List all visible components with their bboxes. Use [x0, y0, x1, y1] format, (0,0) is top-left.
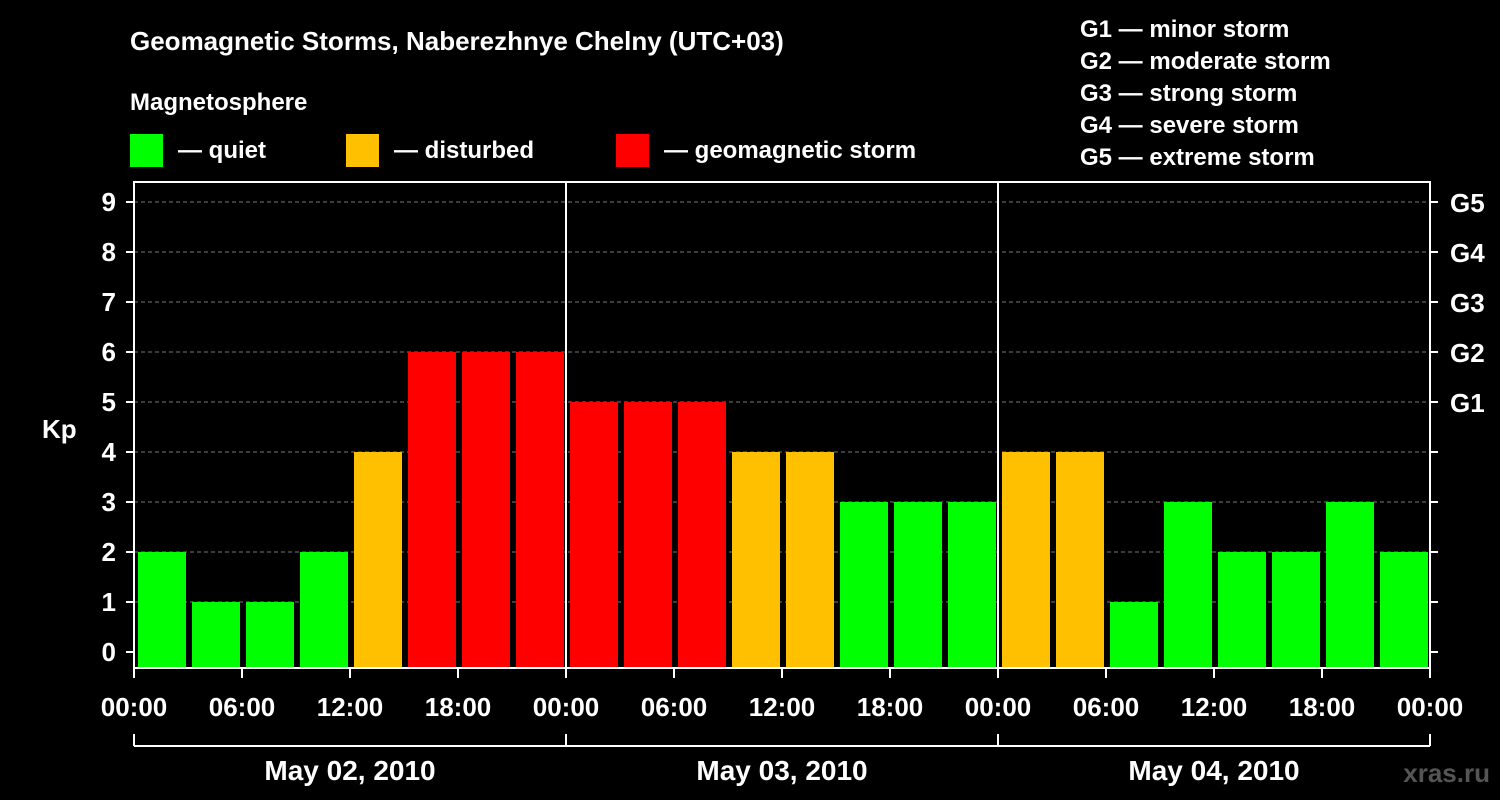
bar-17 — [1056, 452, 1104, 668]
legend-swatch-2 — [616, 134, 649, 167]
bar-2 — [246, 602, 294, 668]
legend: — quiet — disturbed — geomagnetic storm — [130, 134, 916, 167]
g-scale-label: G5 — [1450, 188, 1485, 218]
y-tick-label: 0 — [102, 637, 116, 667]
legend-label-1: — disturbed — [394, 137, 534, 164]
bar-5 — [408, 352, 456, 668]
bar-19 — [1164, 502, 1212, 668]
bar-22 — [1326, 502, 1374, 668]
day-label-0: May 02, 2010 — [264, 755, 435, 786]
storm-scale-item-4: G4 — severe storm — [1080, 112, 1299, 139]
g-scale-label: G2 — [1450, 338, 1485, 368]
bar-9 — [624, 402, 672, 668]
y-tick-label: 8 — [102, 237, 116, 267]
bar-15 — [948, 502, 996, 668]
storm-scale-item-1: G1 — minor storm — [1080, 16, 1289, 43]
watermark: xras.ru — [1403, 758, 1490, 788]
x-tick-label: 12:00 — [749, 692, 816, 722]
y-tick-label: 4 — [102, 437, 117, 467]
bar-0 — [138, 552, 186, 668]
x-tick-label: 00:00 — [101, 692, 168, 722]
x-tick-label: 00:00 — [965, 692, 1032, 722]
bar-20 — [1218, 552, 1266, 668]
bar-13 — [840, 502, 888, 668]
bar-11 — [732, 452, 780, 668]
day-label-1: May 03, 2010 — [696, 755, 867, 786]
y-tick-label: 1 — [102, 587, 116, 617]
chart-title: Geomagnetic Storms, Naberezhnye Chelny (… — [130, 26, 784, 56]
bar-6 — [462, 352, 510, 668]
bar-14 — [894, 502, 942, 668]
bar-1 — [192, 602, 240, 668]
y-tick-label: 2 — [102, 537, 116, 567]
bar-21 — [1272, 552, 1320, 668]
legend-label-2: — geomagnetic storm — [664, 137, 916, 164]
bar-12 — [786, 452, 834, 668]
legend-swatch-1 — [346, 134, 379, 167]
x-tick-label: 12:00 — [1181, 692, 1248, 722]
x-tick-label: 00:00 — [533, 692, 600, 722]
y-tick-label: 5 — [102, 387, 116, 417]
y-axis-label: Kp — [42, 414, 77, 444]
g-scale-label: G1 — [1450, 388, 1485, 418]
storm-scale-item-5: G5 — extreme storm — [1080, 144, 1315, 171]
x-tick-label: 06:00 — [209, 692, 276, 722]
x-tick-label: 18:00 — [1289, 692, 1356, 722]
y-tick-label: 7 — [102, 287, 116, 317]
legend-label-0: — quiet — [178, 137, 266, 164]
plot-area: 0 1 2 3 4 5 6 7 8 9 G1 G2 G3 G4 G5 00:00 06:00 12:00 18:00… — [101, 181, 1485, 786]
x-tick-label: 18:00 — [857, 692, 924, 722]
y-tick-label: 3 — [102, 487, 116, 517]
x-tick-label: 18:00 — [425, 692, 492, 722]
day-label-2: May 04, 2010 — [1128, 755, 1299, 786]
bar-4 — [354, 452, 402, 668]
y-tick-label: 6 — [102, 337, 116, 367]
bar-8 — [570, 402, 618, 668]
x-tick-label: 06:00 — [641, 692, 708, 722]
x-tick-label: 12:00 — [317, 692, 384, 722]
g-scale-label: G3 — [1450, 288, 1485, 318]
bar-10 — [678, 402, 726, 668]
storm-scale-item-3: G3 — strong storm — [1080, 80, 1297, 107]
bar-23 — [1380, 552, 1428, 668]
x-tick-label: 06:00 — [1073, 692, 1140, 722]
storm-scale-item-2: G2 — moderate storm — [1080, 48, 1331, 75]
legend-heading: Magnetosphere — [130, 89, 307, 116]
bar-3 — [300, 552, 348, 668]
x-tick-label: 00:00 — [1397, 692, 1464, 722]
bar-18 — [1110, 602, 1158, 668]
bar-7 — [516, 352, 564, 668]
bar-16 — [1002, 452, 1050, 668]
legend-swatch-0 — [130, 134, 163, 167]
y-tick-label: 9 — [102, 187, 116, 217]
storm-scale: G1 — minor storm G2 — moderate storm G3 — … — [1080, 16, 1331, 171]
g-scale-label: G4 — [1450, 238, 1485, 268]
